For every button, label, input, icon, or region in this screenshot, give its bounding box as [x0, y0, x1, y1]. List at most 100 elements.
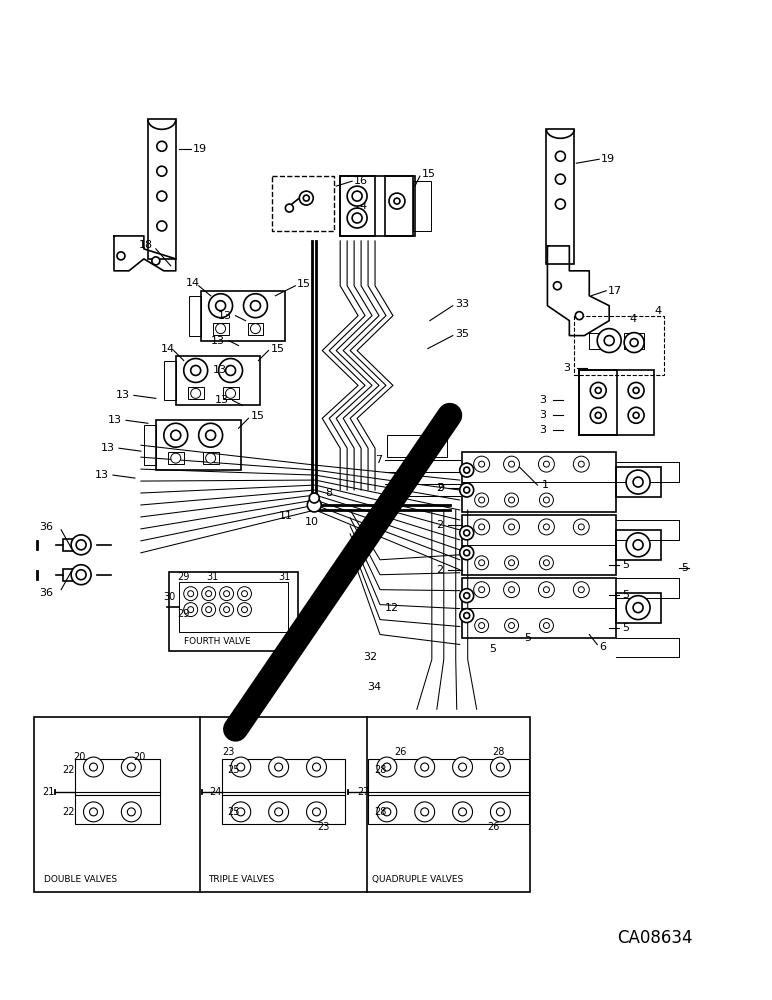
Circle shape — [595, 387, 601, 393]
Circle shape — [83, 802, 103, 822]
Bar — [547, 129, 574, 264]
Bar — [579, 370, 617, 435]
Circle shape — [490, 802, 510, 822]
Circle shape — [543, 461, 550, 467]
Circle shape — [238, 603, 252, 617]
Circle shape — [574, 456, 589, 472]
Circle shape — [238, 587, 252, 601]
Circle shape — [554, 282, 561, 290]
Text: 5: 5 — [622, 590, 629, 600]
Circle shape — [626, 470, 650, 494]
Circle shape — [578, 587, 584, 593]
Bar — [144, 425, 156, 465]
Circle shape — [188, 607, 194, 613]
Bar — [589, 333, 609, 349]
Circle shape — [496, 808, 504, 816]
Text: 14: 14 — [161, 344, 175, 354]
Circle shape — [452, 757, 472, 777]
Circle shape — [628, 407, 644, 423]
Text: 11: 11 — [279, 511, 293, 521]
Circle shape — [389, 193, 405, 209]
Bar — [156, 420, 241, 470]
Circle shape — [205, 430, 215, 440]
Circle shape — [574, 582, 589, 598]
Bar — [179, 582, 289, 632]
Text: 13: 13 — [211, 336, 225, 346]
Circle shape — [540, 493, 554, 507]
Circle shape — [184, 603, 198, 617]
Bar — [624, 333, 644, 349]
Circle shape — [307, 498, 321, 512]
Text: 24: 24 — [209, 787, 222, 797]
Bar — [579, 370, 654, 435]
Circle shape — [464, 550, 469, 556]
Circle shape — [624, 333, 644, 353]
Bar — [273, 176, 334, 231]
Circle shape — [415, 757, 435, 777]
Circle shape — [205, 591, 212, 597]
Circle shape — [543, 587, 550, 593]
Text: 35: 35 — [455, 329, 469, 339]
Circle shape — [540, 619, 554, 633]
Circle shape — [275, 763, 283, 771]
Bar — [63, 569, 79, 581]
Circle shape — [505, 556, 519, 570]
Circle shape — [201, 603, 215, 617]
Text: 4: 4 — [654, 306, 661, 316]
Circle shape — [628, 382, 644, 398]
Circle shape — [152, 257, 160, 265]
Text: 5: 5 — [681, 563, 688, 573]
Circle shape — [352, 213, 362, 223]
Circle shape — [377, 802, 397, 822]
Bar — [462, 515, 616, 575]
Circle shape — [127, 763, 135, 771]
Circle shape — [633, 477, 643, 487]
Circle shape — [71, 535, 91, 555]
Circle shape — [76, 540, 86, 550]
Circle shape — [303, 195, 310, 201]
Bar — [63, 539, 79, 551]
Circle shape — [127, 808, 135, 816]
Text: 2: 2 — [436, 520, 443, 530]
Text: 3: 3 — [564, 363, 571, 373]
Bar — [222, 759, 345, 824]
Circle shape — [188, 591, 194, 597]
Bar — [203, 452, 218, 464]
Circle shape — [269, 757, 289, 777]
Circle shape — [475, 556, 489, 570]
Circle shape — [475, 493, 489, 507]
Text: 17: 17 — [608, 286, 622, 296]
Circle shape — [184, 587, 198, 601]
Text: 6: 6 — [599, 642, 606, 652]
Circle shape — [474, 582, 489, 598]
Circle shape — [460, 546, 474, 560]
Circle shape — [555, 151, 565, 161]
Bar — [385, 176, 413, 236]
Circle shape — [452, 802, 472, 822]
Circle shape — [306, 802, 327, 822]
Text: 3: 3 — [540, 410, 547, 420]
Circle shape — [121, 802, 141, 822]
Text: CA08634: CA08634 — [617, 929, 692, 947]
Bar — [574, 316, 664, 375]
Circle shape — [286, 204, 293, 212]
Circle shape — [377, 757, 397, 777]
Circle shape — [474, 519, 489, 535]
Circle shape — [242, 607, 248, 613]
Circle shape — [171, 453, 181, 463]
Circle shape — [269, 802, 289, 822]
Text: 28: 28 — [374, 765, 386, 775]
Circle shape — [595, 412, 601, 418]
Circle shape — [171, 430, 181, 440]
Text: 9: 9 — [437, 483, 444, 493]
Circle shape — [224, 607, 229, 613]
Circle shape — [490, 757, 510, 777]
Circle shape — [218, 359, 242, 382]
Circle shape — [250, 301, 260, 311]
Circle shape — [503, 582, 520, 598]
Circle shape — [626, 596, 650, 620]
Bar — [168, 452, 184, 464]
Text: 13: 13 — [215, 395, 229, 405]
Circle shape — [555, 174, 565, 184]
Text: 12: 12 — [385, 603, 399, 613]
